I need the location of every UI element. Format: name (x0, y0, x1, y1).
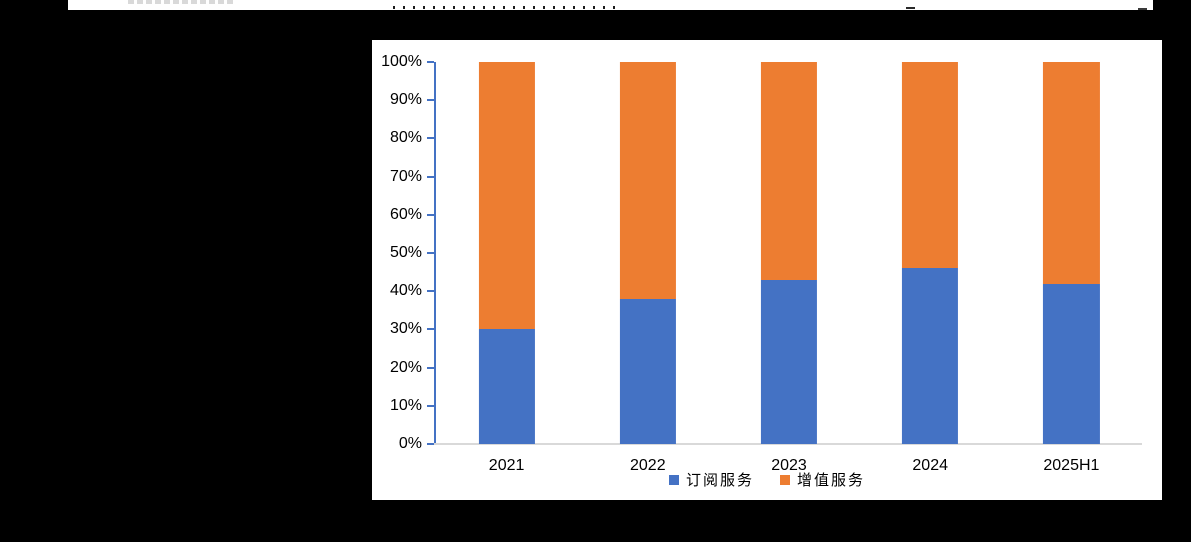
stacked-bar-2021 (478, 62, 535, 444)
x-tick-label: 2022 (630, 457, 666, 474)
bar-segment (760, 279, 818, 444)
stacked-bar-2025H1 (1043, 62, 1100, 444)
legend-label: 订阅服务 (685, 473, 754, 489)
y-axis-tick (427, 61, 434, 63)
x-tick-label: 2021 (488, 457, 525, 474)
x-tick-label: 2024 (912, 457, 948, 474)
y-tick-label: 0% (398, 435, 422, 452)
y-tick-label: 40% (389, 282, 422, 300)
cropped-text-fragment (128, 0, 233, 4)
bar-segment (760, 62, 818, 280)
y-axis-tick (427, 137, 434, 140)
x-tick-label: 2023 (771, 457, 807, 474)
cropped-text-fragment (1138, 8, 1147, 10)
bar-segment (619, 298, 676, 444)
legend-swatch-icon (780, 474, 790, 485)
y-tick-label: 20% (389, 358, 422, 376)
y-axis-tick (427, 290, 434, 293)
x-tick-label: 2025H1 (1043, 457, 1100, 474)
legend-swatch-icon (668, 474, 679, 485)
chart-legend: 订阅服务 增值服务 (372, 469, 1162, 490)
y-tick-label: 90% (389, 91, 422, 109)
y-tick-label: 10% (389, 396, 422, 414)
y-axis-tick (427, 213, 434, 216)
legend-item: 订阅服务 (668, 469, 754, 490)
cropped-text-fragment (393, 6, 621, 9)
y-tick-label: 30% (389, 320, 422, 338)
y-axis-tick (427, 252, 434, 254)
bar-segment (478, 62, 535, 330)
bar-segment (1043, 62, 1100, 284)
cropped-text-fragment (906, 7, 915, 9)
y-tick-label: 100% (381, 53, 422, 70)
stacked-bar-2022 (619, 62, 676, 444)
y-axis-tick (427, 404, 434, 407)
bar-segment (478, 329, 535, 444)
y-tick-label: 50% (389, 244, 422, 261)
bar-segment (1043, 283, 1100, 444)
legend-label: 增值服务 (797, 473, 866, 489)
y-axis-tick (427, 175, 434, 178)
stacked-bar-2024 (902, 62, 959, 444)
y-tick-label: 80% (389, 129, 422, 147)
bar-segment (902, 268, 959, 444)
y-axis-tick (427, 99, 434, 102)
y-tick-label: 70% (389, 167, 422, 185)
y-axis-tick (427, 443, 434, 445)
x-axis-line (434, 443, 1142, 445)
y-axis-tick (427, 328, 434, 331)
cropped-page-edge (68, 0, 1153, 10)
y-axis-tick (427, 366, 434, 369)
legend-item: 增值服务 (780, 469, 865, 490)
stacked-bar-2023 (760, 62, 818, 444)
y-tick-label: 60% (389, 205, 422, 223)
bar-segment (619, 62, 676, 299)
chart-panel: 0% 10% 20% 30% 40% 50% 60% 70% 80% 90% 100% 2021 202… (372, 40, 1162, 500)
bar-segment (902, 62, 959, 269)
plot-area: 0% 10% 20% 30% 40% 50% 60% 70% 80% 90% 100% 2021 202… (381, 53, 1142, 474)
